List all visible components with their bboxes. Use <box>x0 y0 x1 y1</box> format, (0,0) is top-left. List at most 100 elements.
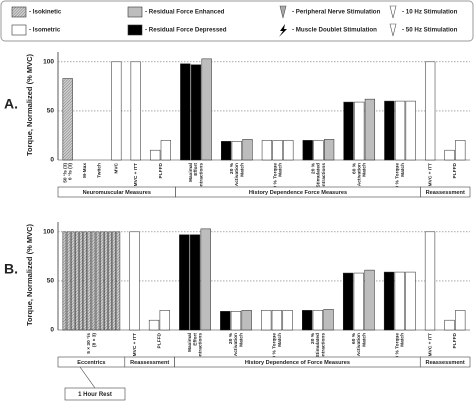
bar <box>405 271 416 331</box>
bar <box>220 311 231 331</box>
section-box <box>419 356 471 368</box>
x-tick-label: Maximal <box>187 333 193 352</box>
x-tick-label: Contractions <box>321 163 327 193</box>
bar <box>455 310 466 331</box>
x-tick-label: Activation <box>234 163 240 186</box>
section-label: History Dependence of Force Measures <box>245 360 350 366</box>
bar <box>383 271 395 331</box>
legend-icon <box>279 24 287 37</box>
legend-label: - 10 Hz Stimulation <box>402 9 458 16</box>
bar <box>108 231 112 331</box>
bar <box>180 63 191 161</box>
x-tick-label: 50 °/s (3) <box>62 163 68 183</box>
x-tick-label: Contractions <box>197 333 203 363</box>
x-tick-label: Effort <box>192 333 198 346</box>
bar <box>444 149 455 161</box>
x-tick-label: Contractions <box>320 333 326 363</box>
x-tick-label: 20 % <box>310 162 316 174</box>
section-box <box>420 186 471 198</box>
bar <box>87 231 92 331</box>
bar <box>189 234 201 331</box>
legend-swatch <box>11 24 27 36</box>
bar <box>354 101 365 161</box>
legend-icon <box>279 5 287 19</box>
bar <box>150 149 161 161</box>
bar <box>66 231 71 331</box>
x-tick-label: PLFFD <box>452 162 458 178</box>
bar <box>129 231 140 331</box>
x-tick-label: MVC + ITT <box>427 333 433 356</box>
legend-swatch <box>127 6 143 18</box>
bar <box>112 231 117 331</box>
bar <box>405 100 416 161</box>
y-axis-label: Torque, Normalized (% MVC) <box>25 224 34 326</box>
bar <box>62 78 73 161</box>
x-tick-label: 60 % <box>351 162 357 174</box>
x-tick-label: PLFFD <box>157 332 163 348</box>
bar <box>116 231 121 331</box>
y-tick-label: 0 <box>50 327 54 334</box>
legend-label: - 50 Hz Stimulation <box>402 27 458 34</box>
bar <box>261 310 272 331</box>
legend-label: - Isokinetic <box>29 9 62 16</box>
bar <box>283 140 294 161</box>
x-tick-label: Match <box>239 163 245 177</box>
bar <box>241 310 252 331</box>
x-tick-label: Match <box>362 163 368 177</box>
bar <box>159 310 170 331</box>
bar <box>83 231 88 331</box>
section-label: Reassessment <box>426 190 465 196</box>
x-tick-label: Match <box>400 333 406 347</box>
bar <box>312 310 324 331</box>
x-tick-label: Match <box>361 333 367 347</box>
bar <box>99 231 104 331</box>
bar <box>343 101 354 161</box>
legend-swatch <box>127 24 143 36</box>
bar <box>272 140 283 161</box>
bar <box>231 141 242 161</box>
bar <box>425 61 436 161</box>
bar <box>394 271 405 331</box>
bar <box>342 272 354 331</box>
bar <box>302 140 313 161</box>
bar <box>302 310 313 331</box>
panel-label: A. <box>4 96 18 112</box>
bar <box>190 64 202 161</box>
x-tick-label: Effort <box>193 163 199 176</box>
y-tick-label: 0 <box>50 157 54 164</box>
x-tick-label: 0 °/s (3) <box>68 163 74 181</box>
bar <box>353 272 364 331</box>
legend-label: - Residual Force Depressed <box>145 27 227 34</box>
x-tick-label: MVC <box>114 162 120 173</box>
legend-icon <box>389 23 397 37</box>
x-tick-label: 60 % <box>351 332 357 344</box>
bar <box>91 231 96 331</box>
bar <box>313 140 324 161</box>
x-tick-label: PLFFD <box>452 332 458 348</box>
bar <box>455 140 466 161</box>
x-tick-label: (8 × 3) <box>91 333 97 347</box>
x-tick-label: Activation <box>233 333 239 356</box>
x-tick-label: MVC + ITT <box>132 333 138 356</box>
bar <box>261 140 273 161</box>
y-tick-label: 50 <box>47 108 55 115</box>
y-axis-label: Torque, Normalized (% MVC) <box>25 54 34 156</box>
bar <box>323 309 334 331</box>
x-tick-label: 20 % <box>310 332 316 344</box>
x-tick-label: 20 % <box>228 332 234 344</box>
bar <box>130 61 141 161</box>
bar <box>70 231 75 331</box>
note-box <box>64 387 126 401</box>
bar <box>95 231 100 331</box>
bar <box>384 100 395 161</box>
panel-label: B. <box>4 261 18 277</box>
x-tick-label: 20 % Torque <box>272 163 278 191</box>
x-tick-label: 20 % <box>229 162 235 174</box>
bar <box>200 228 211 331</box>
x-tick-label: MVC + ITT <box>427 163 433 186</box>
bar <box>104 231 108 331</box>
bar <box>271 310 283 331</box>
bar <box>220 141 232 161</box>
x-tick-label: Match <box>277 163 283 177</box>
